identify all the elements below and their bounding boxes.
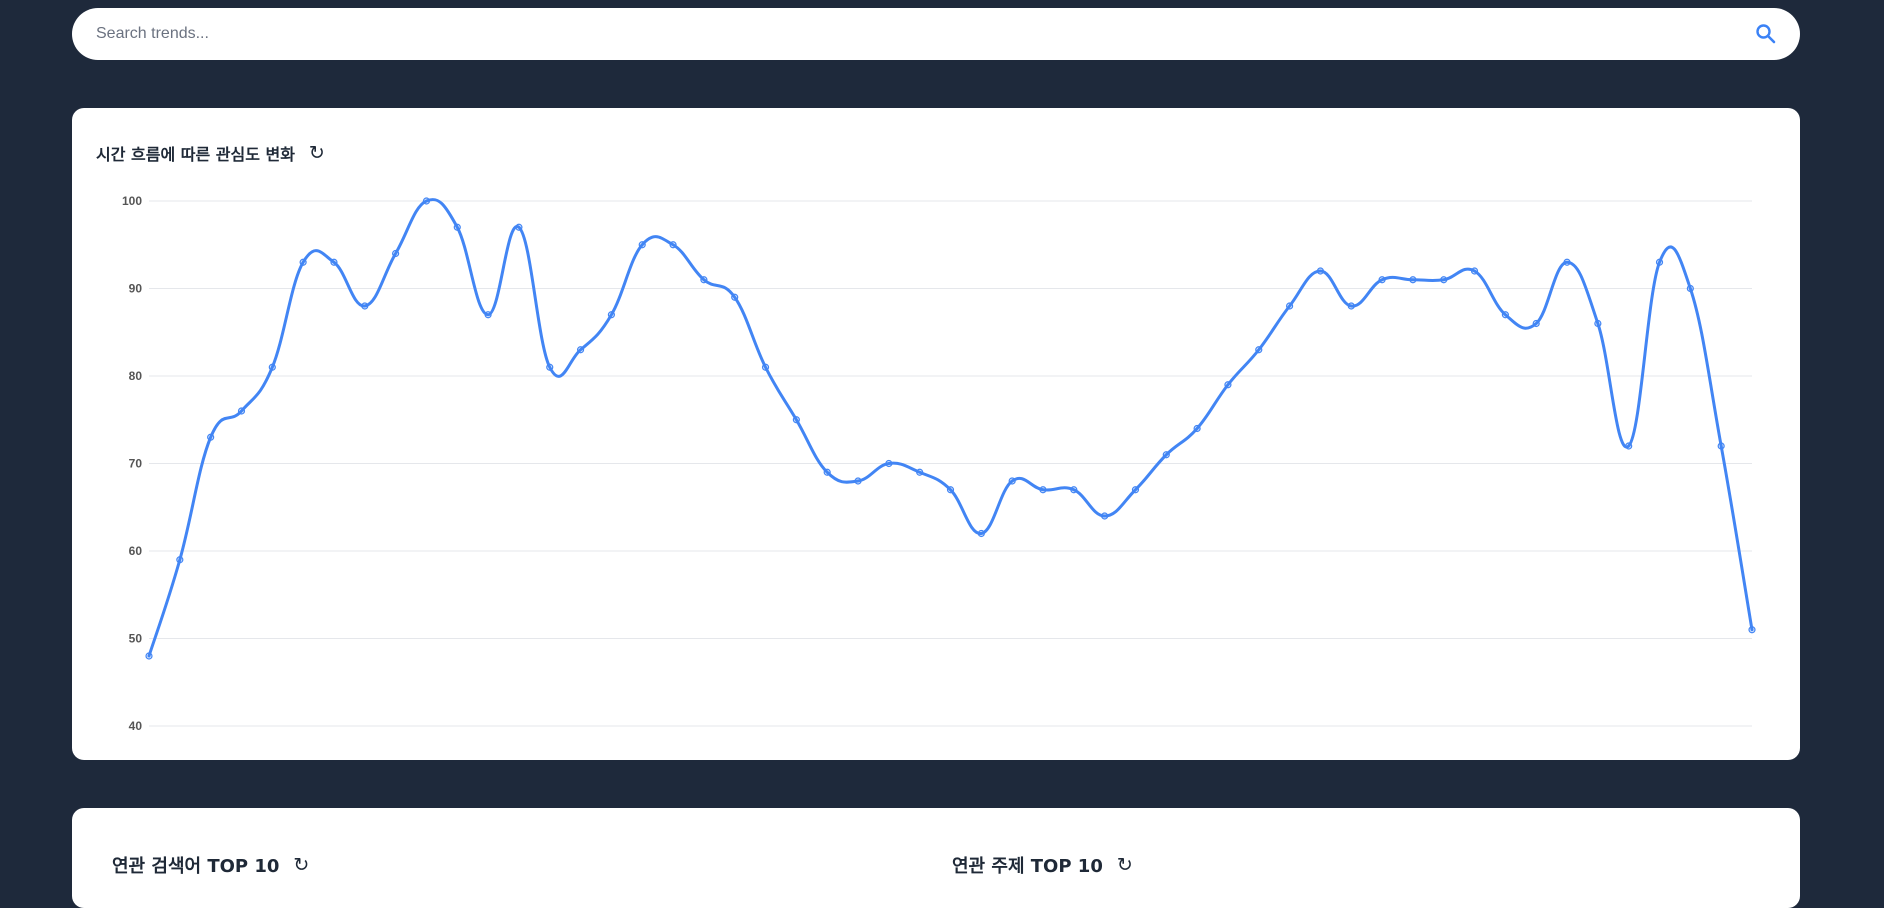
data-point [885,459,893,468]
related-topics-header: 연관 주제 TOP 10 ↻ [952,852,1133,878]
data-point [823,468,831,476]
data-point [1655,258,1664,266]
data-point [792,416,800,424]
y-tick-label: 90 [129,282,143,296]
data-point [453,223,461,231]
y-tick-label: 80 [129,369,143,383]
y-tick-label: 100 [122,194,142,208]
related-searches-header: 연관 검색어 TOP 10 ↻ [112,852,309,878]
data-point [330,258,338,266]
data-point [1255,346,1263,354]
data-point [176,556,184,564]
search-bar [72,8,1800,60]
data-point [946,486,955,494]
y-tick-label: 40 [129,719,143,733]
data-point [392,249,400,258]
data-point [1748,626,1756,634]
data-point [1501,311,1509,319]
data-point [1008,477,1016,485]
data-point [1347,302,1355,310]
interest-over-time-card: 40 50 60 70 80 90 100 시간 흐름에 따른 관심도 변화 ↻ [72,108,1800,760]
data-point [515,223,523,231]
data-point [546,363,554,371]
data-point [1101,512,1109,520]
data-point [1686,284,1694,293]
related-topics-refresh-icon[interactable]: ↻ [1116,853,1133,876]
data-point [1378,276,1386,284]
data-point [1285,302,1294,310]
data-point [1131,486,1140,494]
data-point [422,197,431,205]
data-point [731,293,739,301]
data-point [638,241,646,249]
data-point [1193,424,1201,433]
data-point [268,363,276,371]
data-point [361,302,369,310]
interest-line-chart: 40 50 60 70 80 90 100 [122,194,1756,733]
data-point [237,407,246,415]
data-point [607,311,616,319]
related-card: 연관 검색어 TOP 10 ↻ 연관 주제 TOP 10 ↻ [72,808,1800,908]
data-point [854,477,862,485]
y-tick-label: 50 [129,632,143,646]
series-line [147,198,1754,658]
data-point [700,276,708,284]
related-searches-refresh-icon[interactable]: ↻ [293,853,310,876]
data-point [207,433,215,441]
data-point [1470,267,1479,275]
data-point [1070,486,1078,494]
data-point [916,468,924,476]
data-point [576,346,585,354]
related-topics-title: 연관 주제 TOP 10 [952,856,1103,877]
card-header: 시간 흐름에 따른 관심도 변화 ↻ [96,138,325,168]
data-point [1224,381,1232,389]
data-point [299,258,307,266]
data-point [1625,442,1633,450]
data-point [484,311,492,319]
data-point [977,529,985,538]
data-point [1717,442,1725,450]
search-input[interactable] [96,8,1736,60]
data-point [1532,319,1540,328]
interest-chart-title: 시간 흐름에 따른 관심도 변화 [96,145,295,164]
data-point [761,363,770,371]
data-point [1594,319,1602,328]
data-point [145,652,153,660]
data-point [1039,486,1047,494]
search-icon[interactable] [1754,22,1778,46]
related-searches-title: 연관 검색어 TOP 10 [112,856,280,877]
data-point [1440,276,1448,284]
data-point [1409,276,1417,284]
y-tick-label: 60 [129,544,143,558]
data-point [1316,267,1325,275]
data-point [1162,451,1170,459]
refresh-icon[interactable]: ↻ [308,141,325,164]
data-point [1563,258,1571,266]
data-point [669,241,677,249]
y-tick-label: 70 [129,457,143,471]
